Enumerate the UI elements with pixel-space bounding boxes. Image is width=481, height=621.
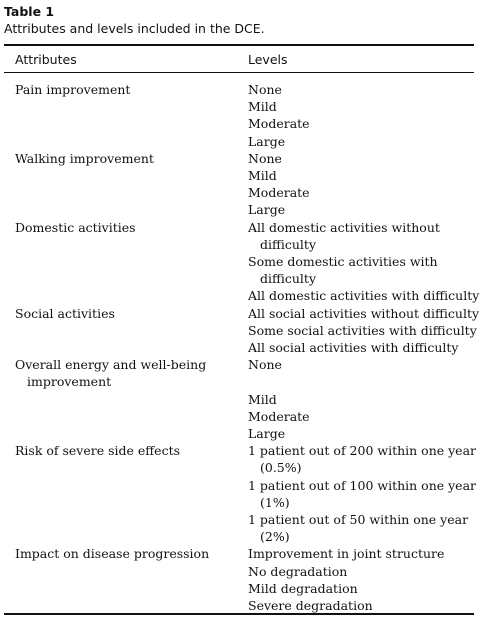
level-text-continuation: (0.5%)	[260, 460, 302, 476]
level-text: 1 patient out of 200 within one year	[248, 443, 477, 459]
table-top-rule	[4, 44, 474, 46]
level-item: Moderate	[248, 115, 476, 132]
table-bottom-rule	[4, 613, 474, 615]
level-item: Moderate	[248, 184, 476, 201]
level-item: None	[248, 150, 476, 167]
level-item: Large	[248, 133, 476, 150]
level-item: None	[248, 81, 476, 98]
level-text: None	[248, 82, 282, 97]
table-title: Table 1	[4, 4, 55, 19]
level-text: Large	[248, 133, 286, 149]
level-item: Large	[248, 201, 476, 218]
level-text: 1 patient out of 100 within one year	[248, 477, 477, 493]
level-item: Mild	[248, 98, 476, 115]
level-item: Moderate	[248, 408, 476, 425]
header-rule	[4, 72, 474, 73]
attribute-name: Risk of severe side effects	[15, 443, 181, 459]
level-text: Some social activities with difficulty	[248, 322, 477, 338]
level-item: Large	[248, 425, 476, 442]
level-text: All domestic activities with difficulty	[248, 288, 480, 304]
level-item	[248, 373, 476, 390]
level-item: All social activities without difficulty	[248, 305, 480, 322]
levels-cell: Improvement in joint structure No degrada…	[248, 545, 476, 614]
attribute-name: Social activities	[15, 305, 115, 321]
table-caption: Attributes and levels included in the DC…	[4, 21, 265, 36]
level-item: None	[248, 356, 476, 373]
level-item: 1 patient out of 50 within one year (2%)	[248, 511, 476, 545]
level-item: Improvement in joint structure	[248, 545, 476, 562]
attribute-name: Domestic activities	[15, 219, 136, 235]
level-text: Improvement in joint structure	[248, 546, 445, 562]
level-item: Severe degradation	[248, 597, 476, 614]
level-text: All domestic activities without	[248, 219, 440, 235]
level-text	[248, 373, 476, 390]
level-text: Severe degradation	[248, 598, 373, 613]
level-text: Moderate	[248, 185, 310, 201]
level-text: Some domestic activities with	[248, 254, 438, 269]
attribute-cell: Impact on disease progression	[15, 545, 240, 562]
level-item: Some domestic activities with difficulty	[248, 253, 476, 287]
level-text: None	[248, 150, 282, 166]
level-text: All social activities with difficulty	[248, 340, 459, 355]
level-item: 1 patient out of 100 within one year (1%)	[248, 477, 476, 511]
level-text-continuation: (1%)	[260, 494, 290, 510]
levels-cell: 1 patient out of 200 within one year (0.5…	[248, 442, 476, 545]
level-text: None	[248, 357, 282, 373]
attribute-name: Impact on disease progression	[15, 546, 210, 562]
levels-cell: None Mild Moderate Large	[248, 356, 476, 442]
level-text: 1 patient out of 50 within one year	[248, 512, 469, 527]
attribute-cell: Social activities	[15, 305, 240, 322]
level-item: No degradation	[248, 563, 476, 580]
level-item: All social activities with difficulty	[248, 339, 476, 356]
levels-cell: None Mild Moderate Large	[248, 81, 476, 150]
attribute-name: Overall energy and well-being	[15, 357, 207, 373]
level-item: 1 patient out of 200 within one year (0.5…	[248, 442, 476, 476]
level-text: All social activities without difficulty	[248, 305, 480, 321]
level-item: Some social activities with difficulty	[248, 322, 477, 339]
level-text: Moderate	[248, 408, 310, 424]
level-item: Mild degradation	[248, 580, 476, 597]
attribute-cell: Domestic activities	[15, 219, 240, 236]
attribute-cell: Overall energy and well-being improvement	[15, 356, 240, 390]
attribute-cell: Risk of severe side effects	[15, 442, 240, 459]
level-item: Mild	[248, 391, 476, 408]
level-text: Mild	[248, 99, 277, 115]
levels-cell: None Mild Moderate Large	[248, 150, 476, 219]
column-header-levels: Levels	[248, 52, 288, 67]
attribute-name-continuation: improvement	[27, 374, 112, 390]
level-text: Large	[248, 202, 286, 218]
levels-cell: All social activities without difficulty…	[248, 305, 480, 357]
levels-cell: All domestic activities without difficult…	[248, 219, 480, 305]
attribute-cell: Pain improvement	[15, 81, 240, 98]
level-item: All domestic activities without difficult…	[248, 219, 476, 253]
level-text: Large	[248, 425, 286, 441]
level-item: All domestic activities with difficulty	[248, 287, 480, 304]
level-text: No degradation	[248, 563, 348, 579]
attribute-cell: Walking improvement	[15, 150, 240, 167]
level-text-continuation: (2%)	[260, 529, 290, 545]
attribute-name: Walking improvement	[15, 150, 154, 166]
level-text: Mild	[248, 391, 277, 407]
level-text: Mild degradation	[248, 580, 358, 596]
level-item: Mild	[248, 167, 476, 184]
level-text-continuation: difficulty	[260, 236, 317, 252]
attribute-name: Pain improvement	[15, 82, 131, 97]
level-text-continuation: difficulty	[260, 271, 317, 287]
column-header-attributes: Attributes	[15, 52, 77, 67]
level-text: Moderate	[248, 116, 310, 132]
level-text: Mild	[248, 168, 277, 183]
